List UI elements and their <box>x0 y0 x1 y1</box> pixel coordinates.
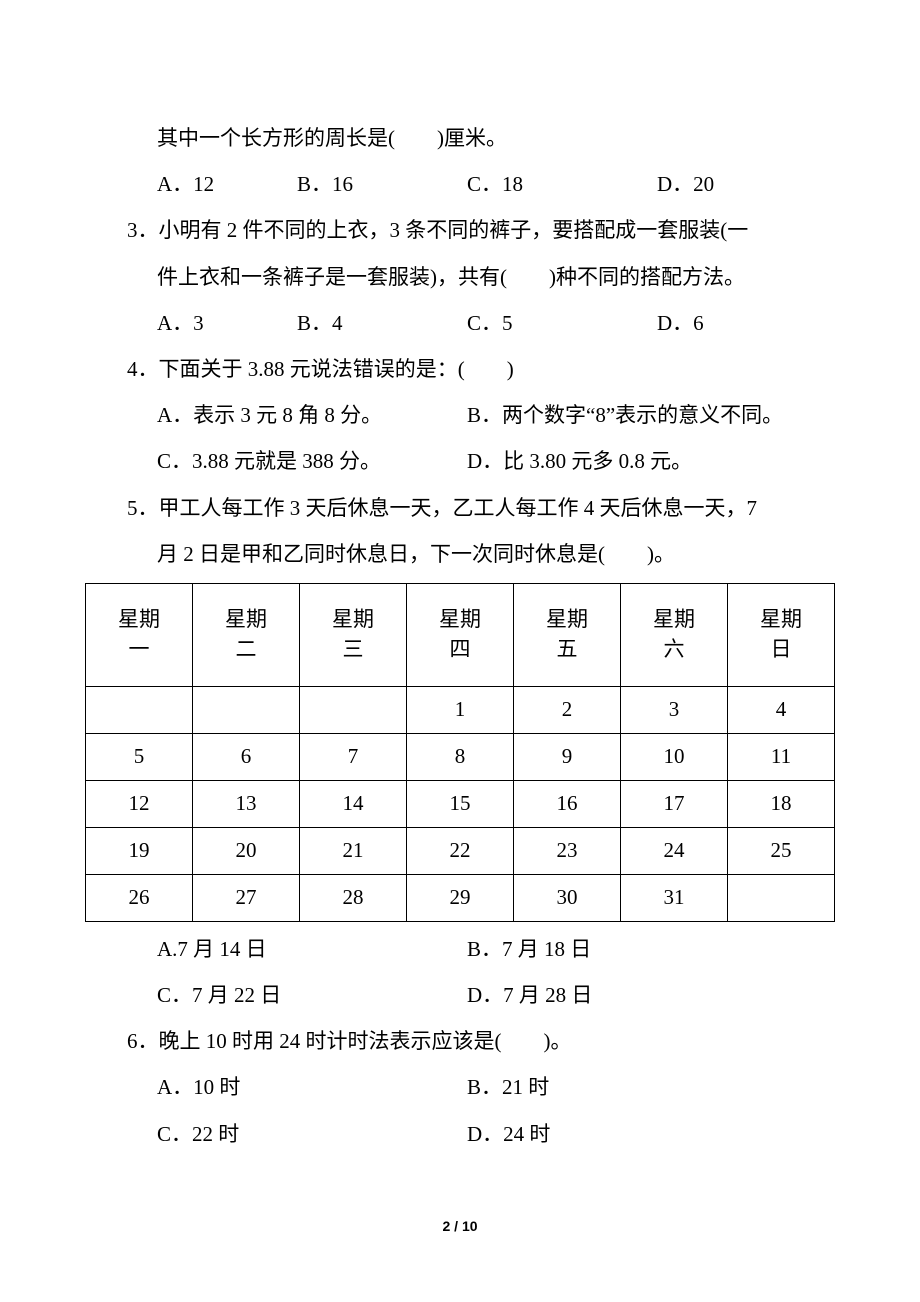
cal-row-4: 26 27 28 29 30 31 <box>86 874 835 921</box>
cal-cell: 8 <box>407 733 514 780</box>
cal-cell: 30 <box>514 874 621 921</box>
cal-cell: 27 <box>193 874 300 921</box>
cal-cell <box>193 686 300 733</box>
q3-line2: 件上衣和一条裤子是一套服装)，共有( )种不同的搭配方法。 <box>85 254 835 300</box>
q4-opt-a: A．表示 3 元 8 角 8 分。 <box>157 392 467 438</box>
q4-opt-b: B．两个数字“8”表示的意义不同。 <box>467 392 783 438</box>
cal-cell: 20 <box>193 827 300 874</box>
cal-cell: 19 <box>86 827 193 874</box>
cal-cell: 5 <box>86 733 193 780</box>
cal-row-2: 12 13 14 15 16 17 18 <box>86 780 835 827</box>
cal-cell: 1 <box>407 686 514 733</box>
cal-cell: 18 <box>728 780 835 827</box>
q2-options: A．12 B．16 C．18 D．20 <box>85 161 835 207</box>
q5-options-row2: C．7 月 22 日 D．7 月 28 日 <box>85 972 835 1018</box>
q6-opt-c: C．22 时 <box>157 1111 467 1157</box>
page-number: 2 / 10 <box>0 1211 920 1242</box>
q5-line2: 月 2 日是甲和乙同时休息日，下一次同时休息是( )。 <box>85 531 835 577</box>
cal-cell: 10 <box>621 733 728 780</box>
cal-hdr-1: 星期二 <box>193 583 300 686</box>
cal-cell: 15 <box>407 780 514 827</box>
q2-opt-a: A．12 <box>157 161 297 207</box>
cal-cell: 24 <box>621 827 728 874</box>
q4-options-row1: A．表示 3 元 8 角 8 分。 B．两个数字“8”表示的意义不同。 <box>85 392 835 438</box>
page: 其中一个长方形的周长是( )厘米。 A．12 B．16 C．18 D．20 3．… <box>0 0 920 1302</box>
cal-cell: 22 <box>407 827 514 874</box>
cal-cell: 13 <box>193 780 300 827</box>
cal-cell: 6 <box>193 733 300 780</box>
q6-line1: 6．晚上 10 时用 24 时计时法表示应该是( )。 <box>127 1018 835 1064</box>
calendar-header-row: 星期一 星期二 星期三 星期四 星期五 星期六 星期日 <box>86 583 835 686</box>
q2-continuation: 其中一个长方形的周长是( )厘米。 <box>85 115 835 161</box>
q5-opt-c: C．7 月 22 日 <box>157 972 467 1018</box>
q5-opt-b: B．7 月 18 日 <box>467 926 591 972</box>
cal-cell <box>728 874 835 921</box>
cal-cell: 23 <box>514 827 621 874</box>
q3-line1: 3．小明有 2 件不同的上衣，3 条不同的裤子，要搭配成一套服装(一 <box>127 207 835 253</box>
q4-line1: 4．下面关于 3.88 元说法错误的是：( ) <box>127 346 835 392</box>
q4-options-row2: C．3.88 元就是 388 分。 D．比 3.80 元多 0.8 元。 <box>85 438 835 484</box>
q6-options-row2: C．22 时 D．24 时 <box>85 1111 835 1157</box>
cal-cell: 14 <box>300 780 407 827</box>
cal-cell <box>86 686 193 733</box>
cal-cell: 31 <box>621 874 728 921</box>
cal-row-3: 19 20 21 22 23 24 25 <box>86 827 835 874</box>
cal-hdr-2: 星期三 <box>300 583 407 686</box>
cal-cell: 4 <box>728 686 835 733</box>
cal-hdr-3: 星期四 <box>407 583 514 686</box>
cal-cell: 21 <box>300 827 407 874</box>
cal-cell: 11 <box>728 733 835 780</box>
cal-cell: 28 <box>300 874 407 921</box>
cal-cell: 25 <box>728 827 835 874</box>
q5-line1: 5．甲工人每工作 3 天后休息一天，乙工人每工作 4 天后休息一天，7 <box>127 485 835 531</box>
cal-hdr-6: 星期日 <box>728 583 835 686</box>
calendar-table: 星期一 星期二 星期三 星期四 星期五 星期六 星期日 1 2 3 4 5 6 … <box>85 583 835 922</box>
cal-cell: 17 <box>621 780 728 827</box>
q3-opt-a: A．3 <box>157 300 297 346</box>
cal-cell: 29 <box>407 874 514 921</box>
q5-opt-d: D．7 月 28 日 <box>467 972 592 1018</box>
cal-cell: 2 <box>514 686 621 733</box>
cal-cell: 16 <box>514 780 621 827</box>
q3-opt-b: B．4 <box>297 300 467 346</box>
q2-opt-b: B．16 <box>297 161 467 207</box>
q6-opt-d: D．24 时 <box>467 1111 550 1157</box>
cal-row-0: 1 2 3 4 <box>86 686 835 733</box>
q2-opt-d: D．20 <box>657 161 714 207</box>
cal-cell: 9 <box>514 733 621 780</box>
q4-opt-c: C．3.88 元就是 388 分。 <box>157 438 467 484</box>
cal-cell: 7 <box>300 733 407 780</box>
cal-cell: 3 <box>621 686 728 733</box>
q3-opt-d: D．6 <box>657 300 704 346</box>
q4-opt-d: D．比 3.80 元多 0.8 元。 <box>467 438 692 484</box>
q5-options-row1: A.7 月 14 日 B．7 月 18 日 <box>85 926 835 972</box>
cal-hdr-5: 星期六 <box>621 583 728 686</box>
q2-opt-c: C．18 <box>467 161 657 207</box>
q6-options-row1: A．10 时 B．21 时 <box>85 1064 835 1110</box>
cal-cell: 26 <box>86 874 193 921</box>
cal-cell <box>300 686 407 733</box>
q5-opt-a: A.7 月 14 日 <box>157 926 467 972</box>
q3-options: A．3 B．4 C．5 D．6 <box>85 300 835 346</box>
cal-hdr-4: 星期五 <box>514 583 621 686</box>
cal-hdr-0: 星期一 <box>86 583 193 686</box>
cal-cell: 12 <box>86 780 193 827</box>
cal-row-1: 5 6 7 8 9 10 11 <box>86 733 835 780</box>
q6-opt-b: B．21 时 <box>467 1064 549 1110</box>
q3-opt-c: C．5 <box>467 300 657 346</box>
q6-opt-a: A．10 时 <box>157 1064 467 1110</box>
